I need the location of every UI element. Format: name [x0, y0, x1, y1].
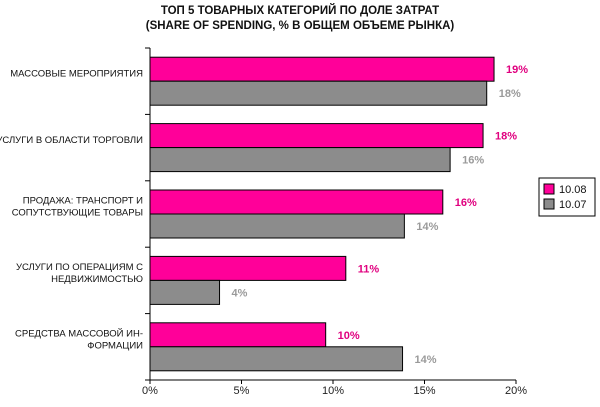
bar-10-07 [149, 80, 488, 106]
legend-swatch [543, 198, 555, 210]
data-label: 14% [415, 354, 437, 366]
data-label: 4% [232, 287, 248, 299]
data-label: 19% [506, 64, 528, 76]
bar-10-08 [149, 123, 484, 149]
legend-swatch [543, 183, 555, 195]
data-label: 18% [499, 88, 521, 100]
x-tick-label: 0% [142, 385, 158, 397]
data-label: 16% [462, 155, 484, 167]
bar-10-08 [149, 255, 347, 281]
category-label: НЕДВИЖИМОСТЬЮ [51, 274, 143, 285]
bar-10-07 [149, 279, 221, 305]
x-tick-label: 15% [413, 385, 435, 397]
data-label: 10% [338, 330, 360, 342]
bar-10-07 [149, 213, 405, 239]
category-label: МАССОВЫЕ МЕРОПРИЯТИЯ [10, 69, 143, 80]
x-tick-label: 5% [234, 385, 250, 397]
category-label: ФОРМАЦИИ [87, 340, 143, 351]
x-tick-label: 20% [505, 385, 527, 397]
bar-10-07 [149, 346, 404, 372]
data-label: 18% [495, 131, 517, 143]
chart-title-line-1: ТОП 5 ТОВАРНЫХ КАТЕГОРИЙ ПО ДОЛЕ ЗАТРАТ [161, 4, 439, 17]
data-label: 11% [358, 263, 380, 275]
category-label: ПРОДАЖА: ТРАНСПОРТ И [23, 196, 143, 207]
legend-label: 10.07 [559, 199, 587, 211]
bar-10-07 [149, 147, 451, 173]
bar-10-08 [149, 189, 444, 215]
bar-10-08 [149, 56, 495, 82]
data-label: 14% [416, 221, 438, 233]
x-tick-label: 10% [322, 385, 344, 397]
category-label: СОПУТСТВУЮЩИЕ ТОВАРЫ [12, 208, 143, 219]
data-label: 16% [455, 197, 477, 209]
category-label: УСЛУГИ В ОБЛАСТИ ТОРГОВЛИ [0, 135, 143, 146]
category-label: УСЛУГИ ПО ОПЕРАЦИЯМ С [16, 262, 143, 273]
category-label: СРЕДСТВА МАССОВОЙ ИН- [15, 327, 143, 339]
chart-title-line-2: (SHARE OF SPENDING, % В ОБЩЕМ ОБЪЕМЕ РЫН… [146, 20, 455, 32]
plot-area: 0% 5% 10% 15% 20% МАССОВЫЕ МЕРОПРИЯТИЯ 19% 18% У… [0, 47, 528, 397]
legend-label: 10.08 [559, 184, 587, 196]
bar-10-08 [149, 322, 327, 348]
legend: 10.08 10.07 [538, 177, 596, 217]
